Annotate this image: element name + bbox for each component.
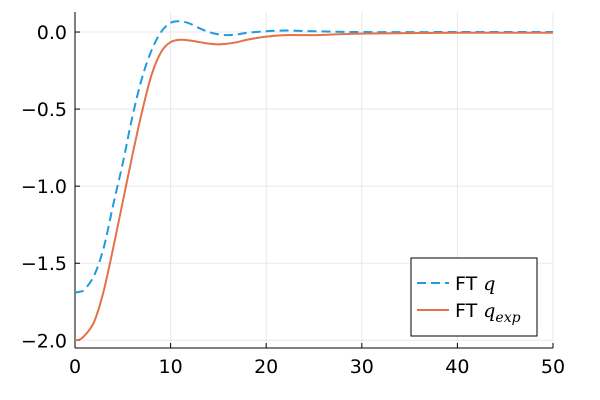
legend-box [410,257,538,337]
legend: FT qFT qexp [410,257,538,337]
plot-area [74,20,554,342]
series-line-ft-q [74,20,553,294]
tick-labels: 0 10 20 30 40 50 0.0 −0.5 −1.0 −1.5 −2.0 [21,22,565,378]
y-tick-label-0: 0.0 [37,22,67,44]
legend-label-0: FT q [455,273,495,295]
y-tick-label-1: −0.5 [21,99,67,121]
x-tick-label-3: 30 [350,356,374,378]
x-tick-label-4: 40 [445,356,469,378]
x-tick-label-0: 0 [69,356,81,378]
y-tick-label-2: −1.0 [21,176,67,198]
series-line-ft-q-exp [74,31,554,342]
x-tick-label-2: 20 [254,356,278,378]
y-tick-label-4: −2.0 [21,330,67,352]
x-tick-label-5: 50 [541,356,565,378]
y-tick-label-3: −1.5 [21,253,67,275]
x-tick-label-1: 10 [159,356,183,378]
